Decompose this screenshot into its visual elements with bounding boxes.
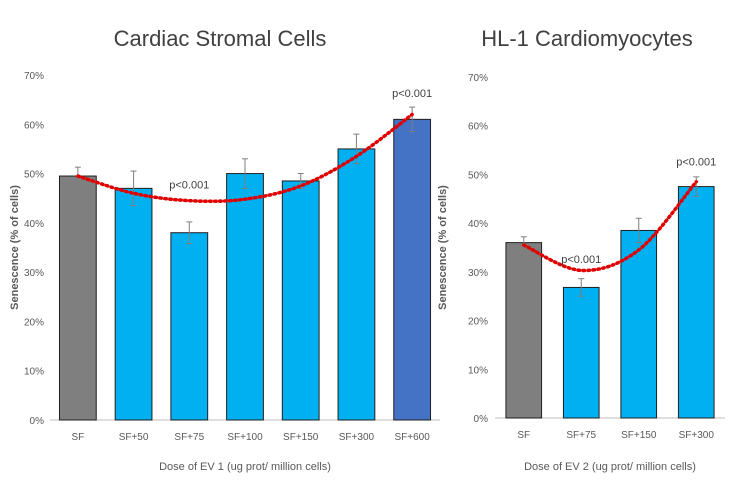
bar [505, 242, 543, 419]
p-value-annotation: p<0.001 [561, 254, 601, 266]
bar [114, 187, 153, 421]
x-tick-label: SF+75 [566, 430, 596, 441]
x-tick-label: SF+600 [394, 432, 430, 443]
y-tick-label: 70% [24, 71, 44, 82]
bar [170, 232, 209, 421]
bar [562, 286, 600, 419]
chart-title: Cardiac Stromal Cells [114, 26, 327, 51]
y-tick-label: 10% [468, 365, 488, 376]
x-tick-label: SF+300 [339, 432, 375, 443]
y-tick-label: 50% [468, 170, 488, 181]
error-bar [353, 133, 360, 165]
x-tick-label: SF+100 [227, 432, 263, 443]
y-tick-label: 70% [468, 73, 488, 84]
trend-line [522, 179, 698, 273]
x-tick-label: SF+75 [174, 432, 204, 443]
error-bar [409, 106, 416, 133]
error-bar [635, 217, 642, 244]
chart-title: HL-1 Cardiomyocytes [481, 26, 693, 51]
y-tick-label: 60% [468, 122, 488, 133]
x-axis-title: Dose of EV 2 (ug prot/ million cells) [524, 461, 696, 473]
x-axis-title: Dose of EV 1 (ug prot/ million cells) [159, 461, 331, 473]
y-tick-label: 20% [468, 317, 488, 328]
x-tick-label: SF+300 [679, 430, 715, 441]
error-bar [242, 158, 248, 189]
error-bar [578, 278, 585, 297]
y-tick-label: 40% [468, 219, 488, 230]
error-bar [130, 170, 137, 207]
p-value-annotation: p<0.001 [169, 179, 209, 191]
bar [677, 186, 715, 419]
y-tick-label: 60% [24, 120, 44, 131]
y-tick-label: 0% [474, 414, 489, 425]
y-tick-label: 20% [24, 317, 44, 328]
y-tick-label: 0% [30, 416, 45, 427]
x-tick-label: SF [517, 430, 530, 441]
y-tick-label: 30% [468, 268, 488, 279]
x-tick-label: SF [71, 432, 84, 443]
y-axis-title: Senescence (% of cells) [437, 185, 449, 310]
x-tick-label: SF+150 [283, 432, 319, 443]
y-tick-label: 10% [24, 367, 44, 378]
x-tick-label: SF+150 [621, 430, 657, 441]
bar [620, 229, 658, 419]
error-bar [693, 176, 700, 197]
bar [281, 180, 320, 421]
chart-1: Cardiac Stromal Cells 0% 10% 20% 30% 40% 50% 60… [9, 26, 440, 473]
y-axis-title: Senescence (% of cells) [9, 185, 21, 310]
y-tick-label: 40% [24, 219, 44, 230]
y-tick-label: 30% [24, 268, 44, 279]
trend-line [76, 112, 414, 204]
bar [393, 118, 432, 421]
p-value-annotation: p<0.001 [392, 88, 432, 100]
bar [58, 175, 97, 421]
bar [226, 173, 264, 421]
x-tick-label: SF+50 [119, 432, 149, 443]
p-value-annotation: p<0.001 [676, 157, 716, 169]
error-bar [186, 221, 193, 245]
chart-2: HL-1 Cardiomyocytes 0% 10% 20% 30% 40% 50% 60% 7… [437, 26, 725, 473]
bar [337, 148, 376, 421]
y-tick-label: 50% [24, 170, 44, 181]
